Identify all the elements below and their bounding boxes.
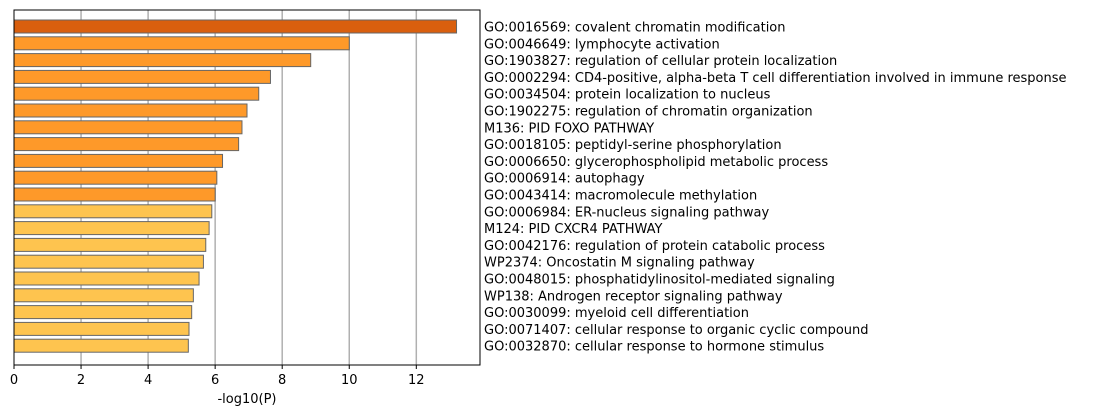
bar xyxy=(13,86,260,101)
bar-label: GO:0006650: glycerophospholipid metaboli… xyxy=(484,155,828,170)
bar-label: GO:0006984: ER-nucleus signaling pathway xyxy=(484,205,770,220)
bar-label: GO:0042176: regulation of protein catabo… xyxy=(484,239,825,254)
bar xyxy=(13,153,224,168)
x-tick-label: 12 xyxy=(408,373,425,388)
bar-labels: GO:0016569: covalent chromatin modificat… xyxy=(484,21,1067,355)
bar-label: GO:0030099: myeloid cell differentiation xyxy=(484,306,749,321)
plot-frame xyxy=(13,9,481,366)
bar xyxy=(13,103,248,118)
bar-label: GO:0043414: macromolecule methylation xyxy=(484,189,757,204)
bar-label: WP2374: Oncostatin M signaling pathway xyxy=(484,256,755,271)
x-tick-label: 4 xyxy=(144,373,152,388)
bar xyxy=(13,53,312,68)
bar-label: GO:0046649: lymphocyte activation xyxy=(484,37,720,52)
bar-label: GO:1903827: regulation of cellular prote… xyxy=(484,54,837,69)
bar xyxy=(13,271,200,286)
bar-label: GO:0071407: cellular response to organic… xyxy=(484,323,869,338)
bar xyxy=(13,237,207,252)
bar xyxy=(13,321,190,336)
x-tick-label: 10 xyxy=(341,373,358,388)
bar-label: WP138: Androgen receptor signaling pathw… xyxy=(484,289,783,304)
x-tick-label: 0 xyxy=(10,373,18,388)
x-axis-ticks: 0 2 4 6 8 10 12 xyxy=(10,365,425,388)
bar xyxy=(13,187,216,202)
bar xyxy=(13,288,194,303)
bar xyxy=(13,69,271,84)
bar-label: GO:1902275: regulation of chromatin orga… xyxy=(484,105,813,120)
bar-label: M124: PID CXCR4 PATHWAY xyxy=(484,222,663,237)
bar-label: GO:0016569: covalent chromatin modificat… xyxy=(484,21,786,36)
bar-label: GO:0034504: protein localization to nucl… xyxy=(484,88,771,103)
bar xyxy=(13,170,218,185)
bar xyxy=(13,204,213,219)
bar-label: GO:0048015: phosphatidylinositol-mediate… xyxy=(484,273,835,288)
bar-label: GO:0032870: cellular response to hormone… xyxy=(484,340,824,355)
bar xyxy=(13,254,204,269)
x-tick-label: 8 xyxy=(278,373,286,388)
bar xyxy=(13,137,240,152)
x-tick-label: 2 xyxy=(77,373,85,388)
bar xyxy=(13,305,193,320)
bar xyxy=(13,120,243,135)
x-axis-label: -log10(P) xyxy=(217,392,276,407)
bar xyxy=(13,338,189,353)
bar xyxy=(13,36,350,51)
bar-label: GO:0006914: autophagy xyxy=(484,172,645,187)
bar xyxy=(13,19,458,34)
x-tick-label: 6 xyxy=(211,373,219,388)
bar-label: GO:0018105: peptidyl-serine phosphorylat… xyxy=(484,138,782,153)
bar xyxy=(13,221,210,236)
bar-label: M136: PID FOXO PATHWAY xyxy=(484,121,654,136)
bar-label: GO:0002294: CD4-positive, alpha-beta T c… xyxy=(484,71,1067,86)
